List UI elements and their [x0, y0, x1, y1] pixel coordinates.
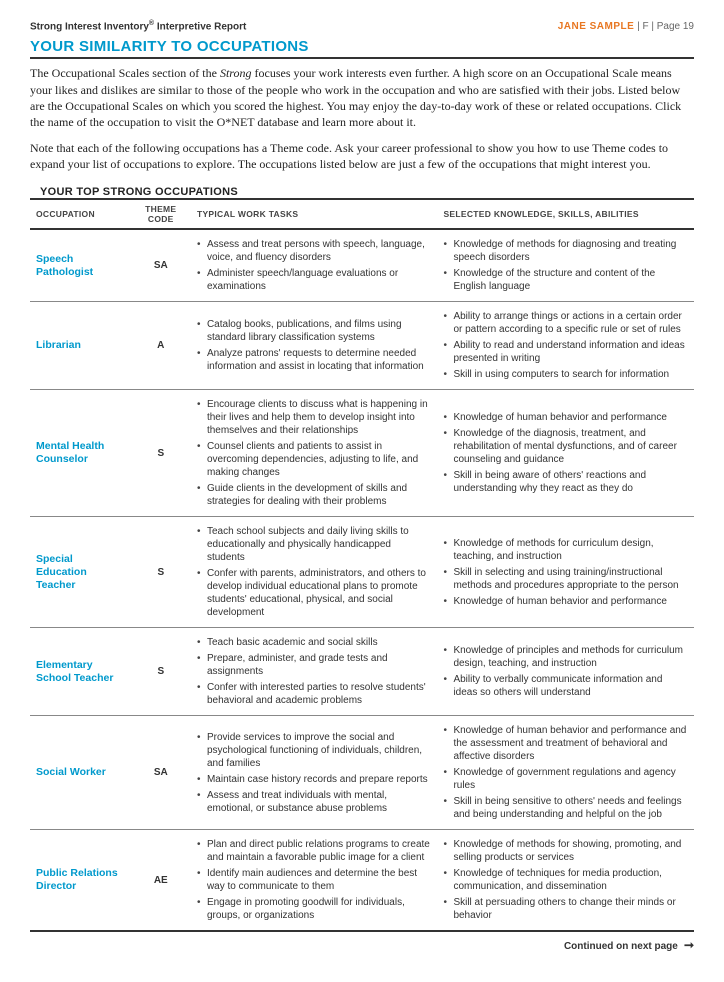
sample-name: JANE SAMPLE — [558, 21, 635, 32]
ksa-item: Ability to arrange things or actions in … — [443, 310, 688, 336]
ksa-item: Skill in being sensitive to others' need… — [443, 795, 688, 821]
occupations-table: OCCUPATION THEME CODE TYPICAL WORK TASKS… — [30, 198, 694, 932]
occupation-link[interactable]: Special Education Teacher — [36, 553, 87, 591]
ksa-item: Ability to read and understand informati… — [443, 339, 688, 365]
ksa-item: Knowledge of methods for diagnosing and … — [443, 238, 688, 264]
theme-code: SA — [131, 716, 191, 830]
task-item: Identify main audiences and determine th… — [197, 867, 431, 893]
theme-code: S — [131, 390, 191, 517]
report-title-suffix: Interpretive Report — [154, 21, 246, 32]
table-row: Special Education Teacher STeach school s… — [30, 517, 694, 628]
report-title: Strong Interest Inventory® Interpretive … — [30, 20, 246, 32]
occupation-link[interactable]: Speech Pathologist — [36, 253, 93, 278]
ksa-cell: Ability to arrange things or actions in … — [437, 302, 694, 390]
occupation-link[interactable]: Public Relations Director — [36, 867, 118, 892]
section-title: YOUR SIMILARITY TO OCCUPATIONS — [30, 38, 694, 59]
ksa-item: Knowledge of the structure and content o… — [443, 267, 688, 293]
table-row: Elementary School TeacherSTeach basic ac… — [30, 628, 694, 716]
ksa-item: Knowledge of methods for showing, promot… — [443, 838, 688, 864]
col-tasks: TYPICAL WORK TASKS — [191, 199, 437, 229]
table-row: Social Worker SAProvide services to impro… — [30, 716, 694, 830]
ksa-item: Ability to verbally communicate informat… — [443, 673, 688, 699]
ksa-item: Skill in being aware of others' reaction… — [443, 469, 688, 495]
col-theme: THEME CODE — [131, 199, 191, 229]
table-row: Speech Pathologist SAAssess and treat per… — [30, 229, 694, 302]
intro-paragraph-2: Note that each of the following occupati… — [30, 140, 694, 172]
report-title-prefix: Strong Interest Inventory — [30, 21, 149, 32]
ksa-cell: Knowledge of principles and methods for … — [437, 628, 694, 716]
ksa-item: Knowledge of the diagnosis, treatment, a… — [443, 427, 688, 466]
tasks-cell: Encourage clients to discuss what is hap… — [191, 390, 437, 517]
continued-text: Continued on next page — [564, 941, 678, 952]
ksa-item: Knowledge of human behavior and performa… — [443, 595, 688, 608]
intro-paragraph-1: The Occupational Scales section of the S… — [30, 65, 694, 130]
task-item: Analyze patrons' requests to determine n… — [197, 347, 431, 373]
page-header: Strong Interest Inventory® Interpretive … — [30, 20, 694, 32]
task-item: Teach school subjects and daily living s… — [197, 525, 431, 564]
ksa-cell: Knowledge of methods for diagnosing and … — [437, 229, 694, 302]
ksa-item: Knowledge of methods for curriculum desi… — [443, 537, 688, 563]
task-item: Provide services to improve the social a… — [197, 731, 431, 770]
ksa-item: Knowledge of principles and methods for … — [443, 644, 688, 670]
theme-code: SA — [131, 229, 191, 302]
continued-notice: Continued on next page ➞ — [30, 938, 694, 952]
occupation-link[interactable]: Mental Health Counselor — [36, 440, 104, 465]
arrow-right-icon: ➞ — [681, 938, 694, 952]
task-item: Counsel clients and patients to assist i… — [197, 440, 431, 479]
ksa-item: Skill at persuading others to change the… — [443, 896, 688, 922]
col-ksa: SELECTED KNOWLEDGE, SKILLS, ABILITIES — [437, 199, 694, 229]
theme-code: S — [131, 628, 191, 716]
task-item: Guide clients in the development of skil… — [197, 482, 431, 508]
task-item: Catalog books, publications, and films u… — [197, 318, 431, 344]
task-item: Confer with interested parties to resolv… — [197, 681, 431, 707]
ksa-item: Skill in using computers to search for i… — [443, 368, 688, 381]
task-item: Administer speech/language evaluations o… — [197, 267, 431, 293]
ksa-cell: Knowledge of methods for showing, promot… — [437, 830, 694, 932]
ksa-cell: Knowledge of methods for curriculum desi… — [437, 517, 694, 628]
task-item: Assess and treat individuals with mental… — [197, 789, 431, 815]
task-item: Teach basic academic and social skills — [197, 636, 431, 649]
task-item: Encourage clients to discuss what is hap… — [197, 398, 431, 437]
ksa-item: Knowledge of human behavior and performa… — [443, 411, 688, 424]
ksa-item: Knowledge of government regulations and … — [443, 766, 688, 792]
tasks-cell: Provide services to improve the social a… — [191, 716, 437, 830]
table-row: Public Relations Director AEPlan and dire… — [30, 830, 694, 932]
occupation-link[interactable]: Elementary School Teacher — [36, 659, 113, 684]
header-right: JANE SAMPLE | F | Page 19 — [558, 21, 694, 32]
ksa-item: Skill in selecting and using training/in… — [443, 566, 688, 592]
ksa-cell: Knowledge of human behavior and performa… — [437, 716, 694, 830]
tasks-cell: Plan and direct public relations program… — [191, 830, 437, 932]
task-item: Assess and treat persons with speech, la… — [197, 238, 431, 264]
theme-code: AE — [131, 830, 191, 932]
tasks-cell: Teach basic academic and social skills Pr… — [191, 628, 437, 716]
task-item: Plan and direct public relations program… — [197, 838, 431, 864]
ksa-cell: Knowledge of human behavior and performa… — [437, 390, 694, 517]
ksa-item: Knowledge of human behavior and performa… — [443, 724, 688, 763]
occupation-link[interactable]: Librarian — [36, 339, 81, 351]
tasks-cell: Assess and treat persons with speech, la… — [191, 229, 437, 302]
tasks-cell: Teach school subjects and daily living s… — [191, 517, 437, 628]
tasks-cell: Catalog books, publications, and films u… — [191, 302, 437, 390]
task-item: Maintain case history records and prepar… — [197, 773, 431, 786]
occupation-link[interactable]: Social Worker — [36, 766, 106, 778]
table-row: Mental Health Counselor SEncourage client… — [30, 390, 694, 517]
table-title: YOUR TOP STRONG OCCUPATIONS — [30, 186, 694, 198]
col-occupation: OCCUPATION — [30, 199, 131, 229]
ksa-item: Knowledge of techniques for media produc… — [443, 867, 688, 893]
task-item: Prepare, administer, and grade tests and… — [197, 652, 431, 678]
task-item: Engage in promoting goodwill for individ… — [197, 896, 431, 922]
theme-code: S — [131, 517, 191, 628]
table-header-row: OCCUPATION THEME CODE TYPICAL WORK TASKS… — [30, 199, 694, 229]
table-row: Librarian ACatalog books, publications, a… — [30, 302, 694, 390]
task-item: Confer with parents, administrators, and… — [197, 567, 431, 619]
theme-code: A — [131, 302, 191, 390]
gender-page: | F | Page 19 — [634, 21, 694, 32]
